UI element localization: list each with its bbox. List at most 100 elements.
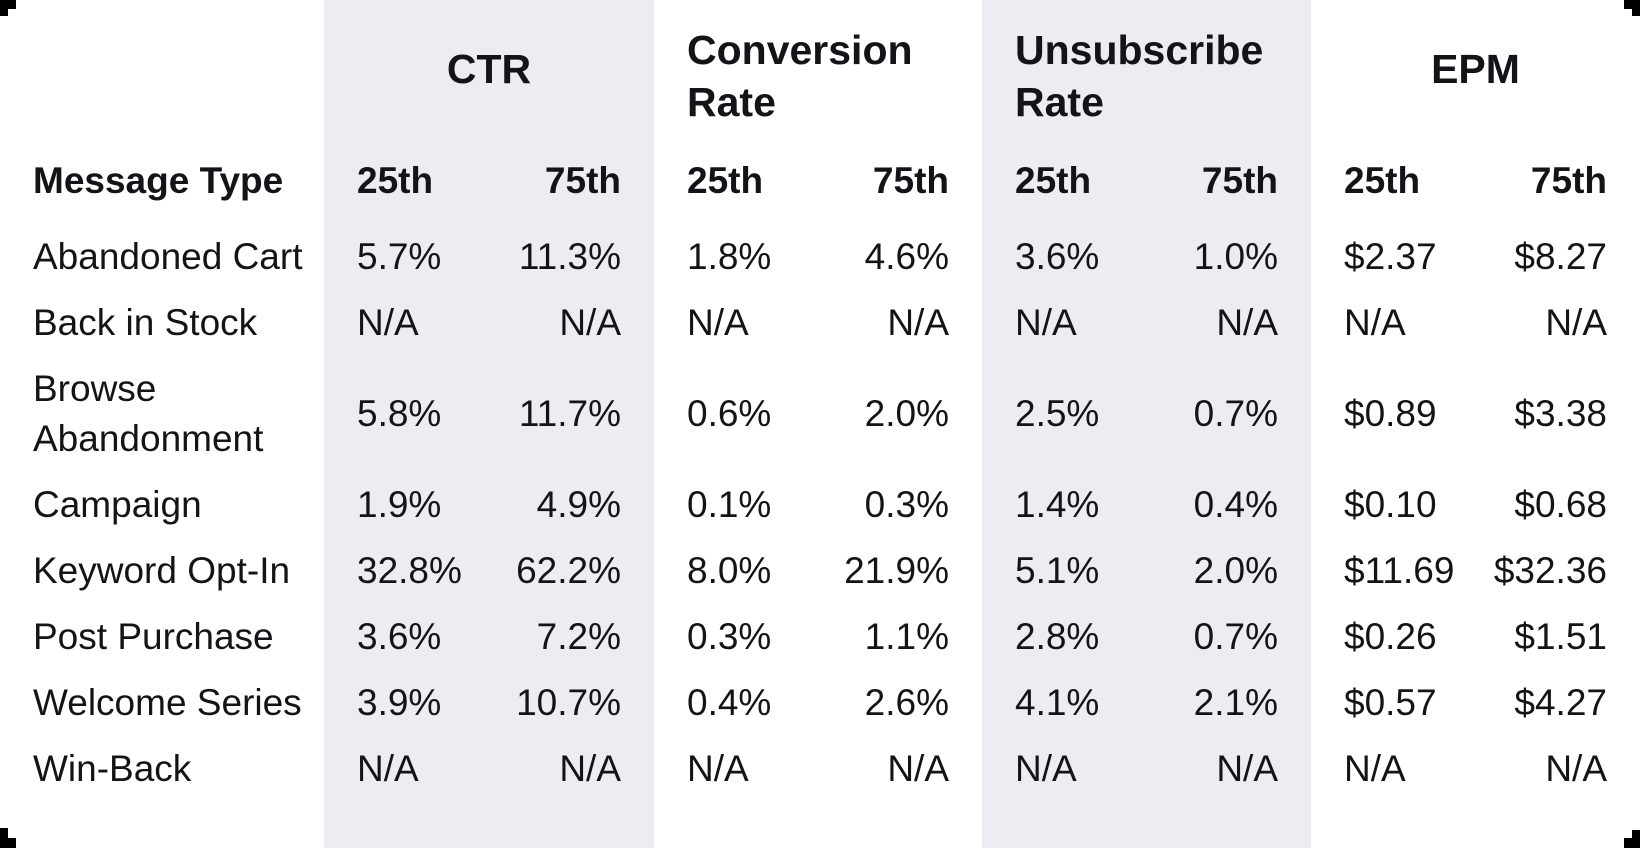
cell-ctr-75th: 4.9% [536,484,621,525]
header-conversion-75th: 75th [872,160,949,201]
corner-mark-bottom-right [1624,830,1640,848]
cell-unsubscribe-75th: 0.7% [1193,616,1278,657]
cell-epm-75th: $0.68 [1514,484,1607,525]
cell-ctr-25th: N/A [357,302,419,343]
table-row-campaign: Campaign 1.9% 4.9% 0.1% 0.3% 1.4% 0.4% $… [0,472,1640,538]
cell-unsubscribe-25th: 1.4% [1015,484,1100,525]
cell-conversion-75th: 0.3% [864,484,949,525]
ctr-column-band [324,0,654,848]
table-row-abandoned-cart: Abandoned Cart 5.7% 11.3% 1.8% 4.6% 3.6%… [0,224,1640,290]
cell-epm-75th: $4.27 [1514,682,1607,723]
cell-epm-25th: $2.37 [1344,236,1437,277]
cell-unsubscribe-25th: 2.8% [1015,616,1100,657]
cell-conversion-25th: 0.3% [687,616,772,657]
header-epm-75th: 75th [1530,160,1607,201]
cell-conversion-25th: 8.0% [687,550,772,591]
row-label: Campaign [33,484,202,525]
group-header-unsubscribe-rate-label: Unsubscribe Rate [1015,27,1264,125]
cell-unsubscribe-75th: 2.0% [1193,550,1278,591]
cell-conversion-75th: 2.0% [864,393,949,434]
cell-conversion-25th: 0.4% [687,682,772,723]
cell-ctr-75th: 11.7% [518,393,621,434]
row-label: Abandoned Cart [33,236,303,277]
cell-ctr-25th: 5.8% [357,393,442,434]
corner-mark-bottom-left [0,828,16,848]
cell-conversion-75th: 1.1% [864,616,949,657]
cell-conversion-25th: 1.8% [687,236,772,277]
group-header-unsubscribe-rate: Unsubscribe Rate [982,10,1311,128]
cell-epm-25th: $0.89 [1344,393,1437,434]
cell-epm-75th: N/A [1545,302,1607,343]
column-header-row: Message Type 25th 75th 25th 75th 25th 75… [0,138,1640,224]
cell-epm-25th: N/A [1344,302,1406,343]
cell-epm-75th: $3.38 [1514,393,1607,434]
cell-unsubscribe-25th: N/A [1015,302,1077,343]
cell-ctr-75th: 10.7% [516,682,621,723]
cell-unsubscribe-75th: 0.4% [1193,484,1278,525]
header-unsubscribe-25th: 25th [1015,160,1092,201]
cell-unsubscribe-75th: N/A [1216,302,1278,343]
group-header-epm: EPM [1431,46,1520,92]
table-row-browse-abandonment: Browse Abandonment 5.8% 11.7% 0.6% 2.0% … [0,356,1640,472]
cell-ctr-75th: 7.2% [536,616,621,657]
cell-epm-75th: $8.27 [1514,236,1607,277]
cell-epm-25th: N/A [1344,748,1406,789]
table-row-post-purchase: Post Purchase 3.6% 7.2% 0.3% 1.1% 2.8% 0… [0,604,1640,670]
cell-ctr-75th: 62.2% [516,550,621,591]
row-label: Post Purchase [33,616,274,657]
header-ctr-75th: 75th [544,160,621,201]
cell-ctr-75th: N/A [559,748,621,789]
cell-ctr-25th: 3.6% [357,616,442,657]
group-header-conversion-rate-label: Conversion Rate [687,27,913,125]
header-conversion-25th: 25th [687,160,764,201]
cell-unsubscribe-25th: 5.1% [1015,550,1100,591]
cell-conversion-25th: N/A [687,302,749,343]
cell-conversion-75th: N/A [887,302,949,343]
unsubscribe-column-band [982,0,1311,848]
row-label: Win-Back [33,748,192,789]
cell-conversion-75th: 21.9% [844,550,949,591]
cell-epm-25th: $0.10 [1344,484,1437,525]
row-label: Browse Abandonment [33,368,264,459]
header-message-type: Message Type [33,160,284,201]
table-row-win-back: Win-Back N/A N/A N/A N/A N/A N/A N/A N/A [0,736,1640,802]
table-row-keyword-opt-in: Keyword Opt-In 32.8% 62.2% 8.0% 21.9% 5.… [0,538,1640,604]
column-group-header-row: CTR Conversion Rate Unsubscribe Rate EPM [0,0,1640,138]
cell-conversion-25th: 0.1% [687,484,772,525]
table-row-welcome-series: Welcome Series 3.9% 10.7% 0.4% 2.6% 4.1%… [0,670,1640,736]
cell-epm-75th: $32.36 [1493,550,1607,591]
cell-unsubscribe-25th: 3.6% [1015,236,1100,277]
cell-unsubscribe-25th: N/A [1015,748,1077,789]
header-epm-25th: 25th [1344,160,1421,201]
group-header-conversion-rate: Conversion Rate [654,10,982,128]
cell-epm-25th: $11.69 [1344,550,1455,591]
header-unsubscribe-75th: 75th [1201,160,1278,201]
cell-ctr-75th: N/A [559,302,621,343]
row-label: Back in Stock [33,302,258,343]
cell-ctr-25th: 32.8% [357,550,462,591]
cell-unsubscribe-75th: 2.1% [1193,682,1278,723]
cell-epm-75th: N/A [1545,748,1607,789]
cell-ctr-25th: N/A [357,748,419,789]
cell-ctr-75th: 11.3% [518,236,621,277]
cell-ctr-25th: 1.9% [357,484,442,525]
cell-conversion-25th: N/A [687,748,749,789]
metrics-table: CTR Conversion Rate Unsubscribe Rate EPM… [0,0,1640,802]
table-row-back-in-stock: Back in Stock N/A N/A N/A N/A N/A N/A N/… [0,290,1640,356]
cell-conversion-75th: 2.6% [864,682,949,723]
cell-conversion-75th: 4.6% [864,236,949,277]
header-ctr-25th: 25th [357,160,434,201]
cell-ctr-25th: 5.7% [357,236,442,277]
cell-unsubscribe-25th: 4.1% [1015,682,1100,723]
cell-ctr-25th: 3.9% [357,682,442,723]
cell-unsubscribe-75th: 1.0% [1193,236,1278,277]
cell-epm-25th: $0.26 [1344,616,1437,657]
row-label: Welcome Series [33,682,302,723]
cell-epm-75th: $1.51 [1514,616,1607,657]
cell-epm-25th: $0.57 [1344,682,1437,723]
cell-unsubscribe-25th: 2.5% [1015,393,1100,434]
group-header-ctr: CTR [446,46,532,92]
cell-conversion-25th: 0.6% [687,393,772,434]
row-label: Keyword Opt-In [33,550,291,591]
